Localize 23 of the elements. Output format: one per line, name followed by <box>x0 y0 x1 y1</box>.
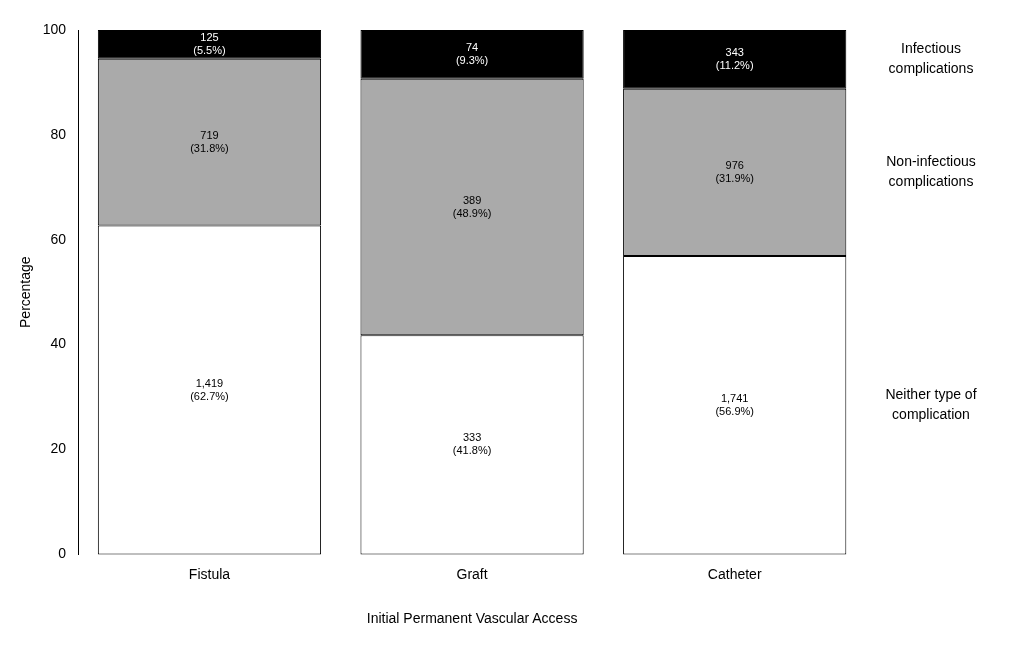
y-tick-label: 100 <box>42 20 67 37</box>
y-tick-label: 40 <box>50 335 67 352</box>
data-label: 389 (48.9%) <box>452 193 492 219</box>
y-tick-label: 80 <box>50 125 67 142</box>
text: Non-infectious complications <box>886 153 976 190</box>
text: Infectious complications <box>888 40 974 77</box>
data-label: 125 (5.5%) <box>193 30 226 56</box>
data-label: 1,419 (62.7%) <box>190 376 229 402</box>
text: Neither type of complication <box>885 386 977 423</box>
data-label: 1,741 (56.9%) <box>715 391 754 417</box>
x-tick-label: Fistula <box>188 565 231 582</box>
x-axis-title: Initial Permanent Vascular Access <box>366 610 578 627</box>
data-label: 74 (9.3%) <box>455 40 489 66</box>
y-tick-label: 60 <box>50 230 67 247</box>
x-tick-label: Graft <box>456 565 488 582</box>
y-tick-label: 0 <box>58 545 67 562</box>
data-label: 719 (31.8%) <box>190 128 229 154</box>
data-label: 976 (31.9%) <box>715 158 754 184</box>
y-tick-label: 20 <box>50 440 67 457</box>
y-axis-title: Percentage <box>17 256 34 328</box>
x-tick-label: Catheter <box>707 565 762 582</box>
data-label: 333 (41.8%) <box>452 431 492 457</box>
data-label: 343 (11.2%) <box>715 45 754 71</box>
